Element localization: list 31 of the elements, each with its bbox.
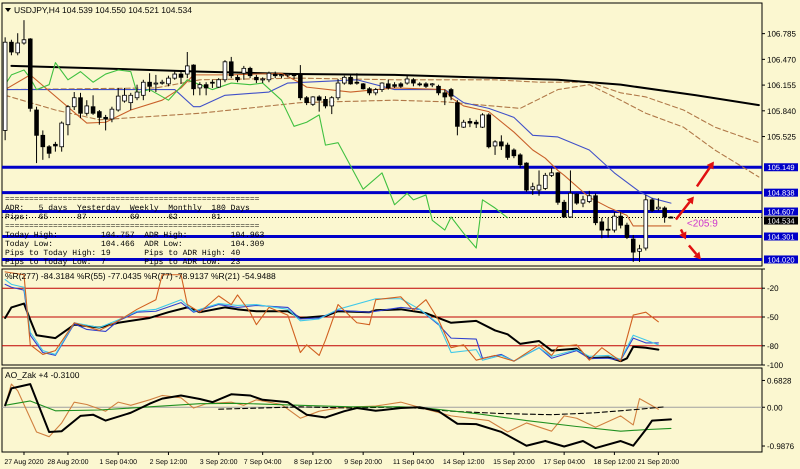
- y-tick-label: -50: [767, 313, 780, 322]
- y-tick-label: -80: [767, 342, 780, 351]
- y-tick-label: 106.470: [767, 55, 796, 64]
- chart-title: AO_Zak +4 -0.3100: [5, 370, 80, 380]
- annotation: Today Low: 104.466 ADR Low: 104.309: [5, 240, 264, 249]
- annotation: <205:9: [686, 218, 718, 230]
- y-tick-label: 106.155: [767, 81, 796, 90]
- candlestick: [46, 144, 52, 159]
- line-series: [4, 302, 660, 362]
- line-series: [4, 62, 508, 249]
- candlestick: [448, 87, 454, 101]
- line-series: [4, 400, 672, 432]
- y-tick-label: -100: [767, 361, 784, 370]
- candlestick: [204, 82, 208, 96]
- annotation: Pips to Today High: 19 Pips to ADR High: 40: [5, 249, 240, 258]
- y-tick-label: 105.840: [767, 106, 796, 116]
- y-tick-label: -20: [767, 284, 780, 294]
- line-series: [218, 406, 666, 416]
- y-tick-label: 105.525: [767, 132, 796, 142]
- annotation: =====================================================: [5, 195, 260, 204]
- candlestick: [455, 100, 460, 136]
- line-series: [4, 384, 659, 438]
- annotation: =====================================================: [5, 222, 260, 231]
- line-series: [4, 383, 672, 450]
- candlestick: [53, 141, 58, 152]
- chart-title: USDJPY,H4 104.539 104.550 104.521 104.534: [14, 5, 192, 15]
- y-tick-label: -0.9876: [767, 442, 795, 452]
- y-tick-label: 0.6828: [767, 376, 792, 386]
- line-series: [4, 79, 672, 204]
- y-tick-label: 0.00: [767, 403, 784, 412]
- y-tick-label: 106.785: [767, 30, 796, 39]
